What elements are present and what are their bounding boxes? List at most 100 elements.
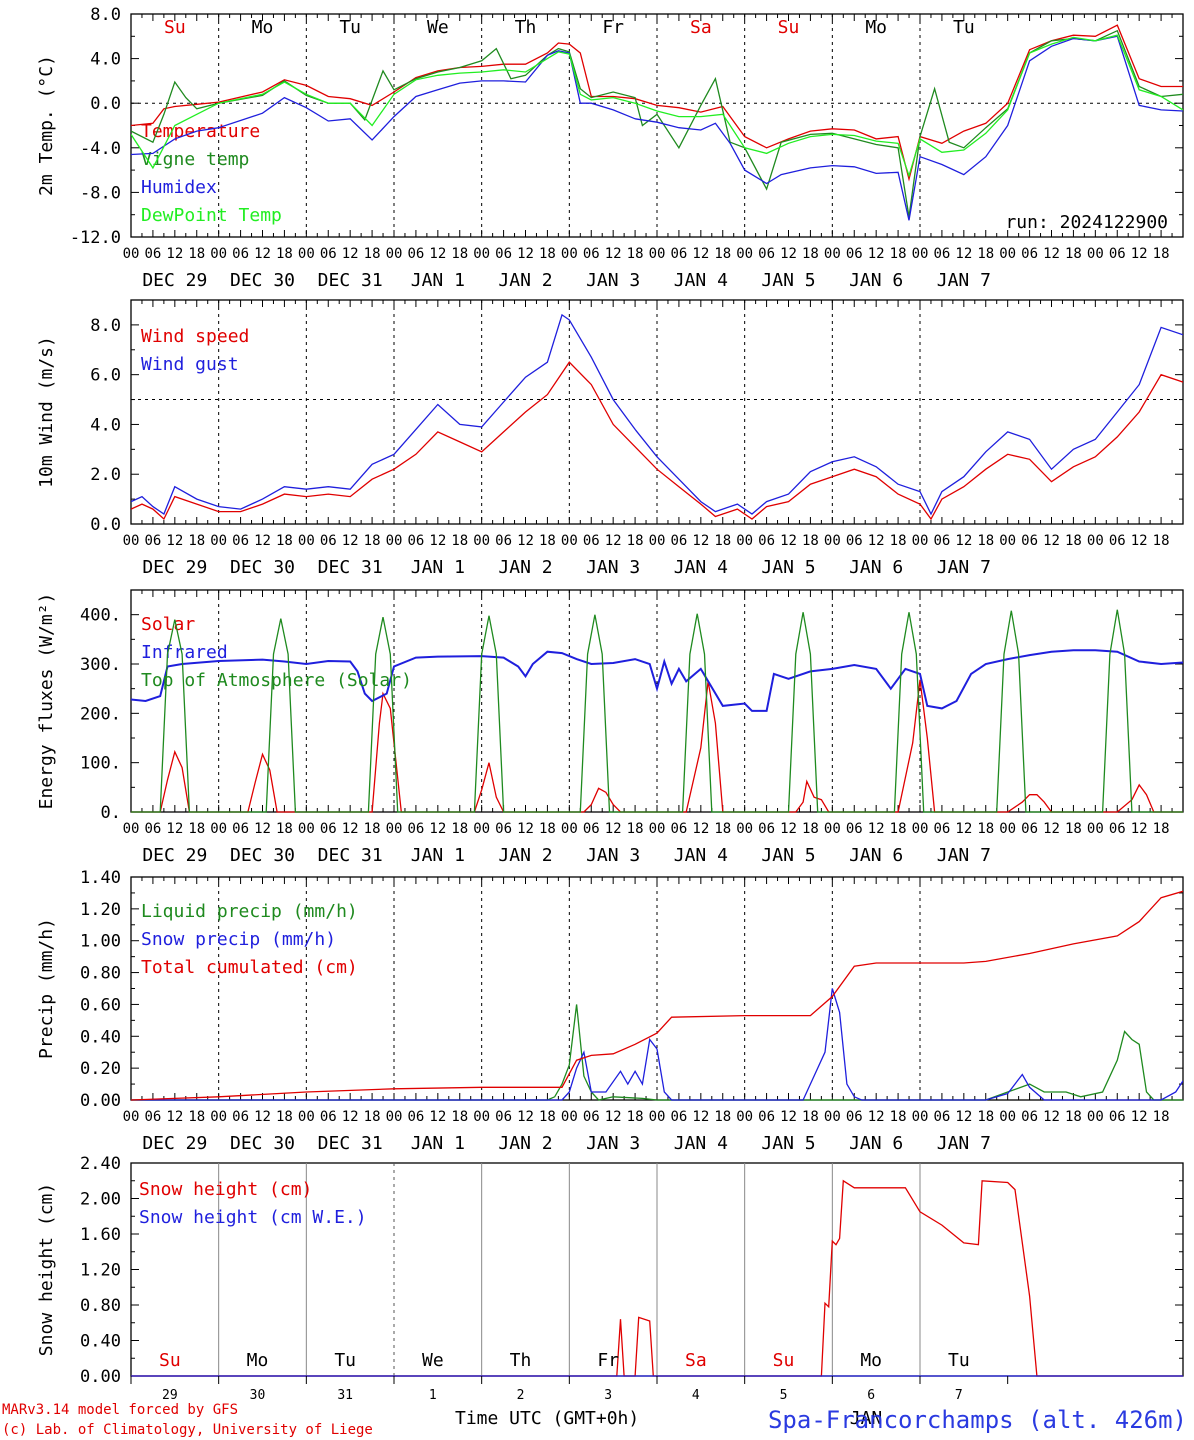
legend-entry: Snow height (cm) <box>139 1179 312 1200</box>
date-label: JAN 7 <box>937 557 991 578</box>
hour-label: 06 <box>1021 533 1038 549</box>
hour-label: 06 <box>846 1109 863 1125</box>
hour-label: 12 <box>254 821 271 837</box>
hour-label: 06 <box>933 821 950 837</box>
y-tick-label: 8.0 <box>90 5 121 25</box>
hour-label: 06 <box>583 821 600 837</box>
series-line-3 <box>131 609 1183 813</box>
date-label: DEC 31 <box>318 557 383 578</box>
y-tick-label: 0.20 <box>80 1059 121 1079</box>
y-tick-label: 1.60 <box>80 1225 121 1245</box>
y-axis-label: Precip (mm/h) <box>36 918 57 1059</box>
hour-label: 18 <box>364 1109 381 1125</box>
hour-label: 00 <box>1087 246 1104 262</box>
hour-label: 12 <box>1131 821 1148 837</box>
date-label: DEC 29 <box>142 845 207 866</box>
hour-label: 12 <box>517 533 534 549</box>
day-number-label: 5 <box>780 1388 788 1403</box>
y-tick-label: 0.40 <box>80 1027 121 1047</box>
date-label: JAN 1 <box>411 845 465 866</box>
date-label: JAN 1 <box>411 557 465 578</box>
hour-label: 18 <box>188 246 205 262</box>
hour-label: 18 <box>627 821 644 837</box>
hour-label: 06 <box>232 1109 249 1125</box>
date-label: JAN 4 <box>674 557 728 578</box>
y-tick-label: 2.0 <box>90 465 121 485</box>
hour-label: 12 <box>605 533 622 549</box>
hour-label: 12 <box>605 1109 622 1125</box>
y-axis-label: Snow height (cm) <box>36 1183 57 1356</box>
hour-label: 06 <box>495 533 512 549</box>
legend-entry: Total cumulated (cm) <box>141 957 358 978</box>
hour-label: 12 <box>692 533 709 549</box>
date-label: JAN 3 <box>586 845 640 866</box>
hour-label: 12 <box>166 533 183 549</box>
series-line-3 <box>131 890 1183 1101</box>
series-line-2 <box>131 988 1183 1101</box>
hour-label: 06 <box>1109 246 1126 262</box>
hour-label: 18 <box>890 1109 907 1125</box>
legend-entry: DewPoint Temp <box>141 205 282 226</box>
day-number-label: 6 <box>867 1388 875 1403</box>
hour-label: 00 <box>999 821 1016 837</box>
hour-label: 12 <box>342 1109 359 1125</box>
y-tick-label: 1.40 <box>80 868 121 888</box>
date-label: DEC 29 <box>142 1133 207 1154</box>
day-of-week-label-bottom: Sa <box>685 1350 707 1371</box>
date-label: JAN 3 <box>586 270 640 291</box>
hour-label: 00 <box>824 246 841 262</box>
y-tick-label: 1.20 <box>80 1261 121 1281</box>
day-of-week-label: Tu <box>953 17 975 38</box>
hour-label: 18 <box>539 533 556 549</box>
day-number-label: 4 <box>692 1388 700 1403</box>
hour-label: 06 <box>320 821 337 837</box>
date-label: DEC 30 <box>230 557 295 578</box>
hour-label: 00 <box>561 1109 578 1125</box>
hour-label: 00 <box>912 821 929 837</box>
series-line-4 <box>131 34 1183 178</box>
hour-label: 06 <box>670 821 687 837</box>
hour-label: 12 <box>166 246 183 262</box>
hour-label: 00 <box>473 246 490 262</box>
date-label: JAN 2 <box>498 270 552 291</box>
series-line-2 <box>131 649 1183 712</box>
hour-label: 18 <box>1153 1109 1170 1125</box>
hour-label: 06 <box>144 1109 161 1125</box>
hour-label: 18 <box>714 1109 731 1125</box>
hour-label: 18 <box>714 821 731 837</box>
hour-label: 06 <box>758 246 775 262</box>
legend-entry: Snow height (cm W.E.) <box>139 1207 367 1228</box>
date-label: JAN 6 <box>849 1133 903 1154</box>
hour-label: 18 <box>1065 1109 1082 1125</box>
series-line-1 <box>131 361 1183 521</box>
y-tick-label: 300. <box>80 655 121 675</box>
y-tick-label: 0.0 <box>90 94 121 114</box>
hour-label: 00 <box>123 821 140 837</box>
hour-label: 06 <box>1021 821 1038 837</box>
hour-label: 18 <box>627 533 644 549</box>
hour-label: 12 <box>429 821 446 837</box>
hour-label: 00 <box>386 246 403 262</box>
series-line-2 <box>131 313 1183 516</box>
hour-label: 12 <box>955 246 972 262</box>
model-credit: MARv3.14 model forced by GFS <box>2 1402 238 1418</box>
hour-label: 18 <box>188 821 205 837</box>
y-tick-label: 6.0 <box>90 366 121 386</box>
hour-label: 00 <box>473 533 490 549</box>
date-label: JAN 7 <box>937 270 991 291</box>
hour-label: 12 <box>605 821 622 837</box>
hour-label: 00 <box>561 246 578 262</box>
day-of-week-label: Th <box>515 17 537 38</box>
hour-label: 12 <box>692 821 709 837</box>
date-label: DEC 31 <box>318 845 383 866</box>
hour-label: 06 <box>846 533 863 549</box>
hour-label: 00 <box>298 1109 315 1125</box>
y-tick-label: 0.60 <box>80 995 121 1015</box>
hour-label: 12 <box>1131 246 1148 262</box>
hour-label: 12 <box>1043 533 1060 549</box>
hour-label: 12 <box>429 1109 446 1125</box>
hour-label: 18 <box>627 246 644 262</box>
y-tick-label: 0.00 <box>80 1367 121 1387</box>
month-label: JAN <box>850 1408 883 1429</box>
